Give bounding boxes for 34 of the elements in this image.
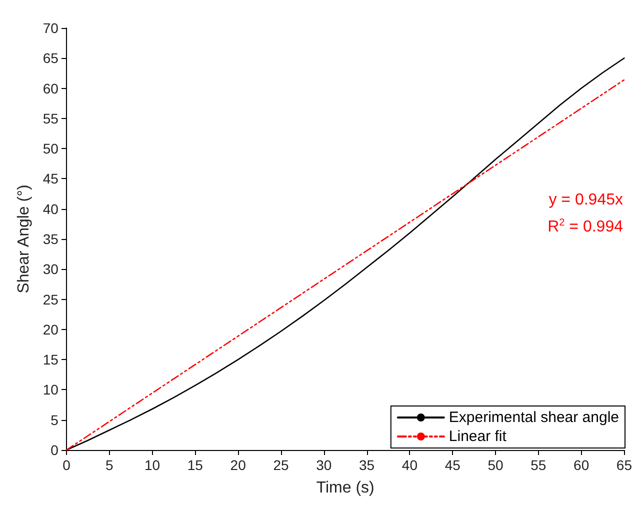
y-tick-label: 30 xyxy=(42,261,59,278)
x-tick-label: 20 xyxy=(230,457,246,473)
x-tick-label: 45 xyxy=(444,457,461,473)
legend-label: Experimental shear angle xyxy=(448,409,620,426)
y-tick-label: 0 xyxy=(50,442,59,458)
y-tick-label: 50 xyxy=(42,140,59,157)
y-tick-label: 35 xyxy=(42,231,59,247)
y-tick-label: 40 xyxy=(42,200,59,217)
x-tick-label: 25 xyxy=(273,457,289,473)
x-tick-label: 35 xyxy=(359,457,375,473)
y-tick-label: 25 xyxy=(42,291,59,308)
y-tick-label: 70 xyxy=(42,20,59,36)
y-tick-label: 10 xyxy=(42,382,59,398)
x-tick-label: 30 xyxy=(316,457,332,473)
y-tick-label: 60 xyxy=(42,80,59,96)
x-axis-title: Time (s) xyxy=(316,480,374,496)
x-tick-label: 5 xyxy=(105,457,114,473)
annotation: y = 0.945x xyxy=(548,192,624,208)
y-tick-label: 20 xyxy=(42,321,59,338)
y-tick-label: 65 xyxy=(42,50,59,66)
x-tick-label: 65 xyxy=(616,457,632,473)
y-tick-label: 15 xyxy=(42,352,59,368)
x-tick-label: 10 xyxy=(144,457,160,473)
x-tick-label: 50 xyxy=(488,457,504,473)
x-tick-label: 55 xyxy=(530,457,546,473)
y-tick-label: 5 xyxy=(50,412,59,428)
x-tick-label: 60 xyxy=(574,457,590,473)
y-tick-label: 45 xyxy=(42,170,59,187)
x-tick-label: 15 xyxy=(187,457,204,473)
x-tick-label: 0 xyxy=(62,457,71,473)
y-tick-label: 55 xyxy=(42,110,59,126)
x-tick-label: 40 xyxy=(402,457,418,473)
y-axis-title: Shear Angle (°) xyxy=(16,184,32,294)
legend-label: Linear fit xyxy=(448,428,508,445)
